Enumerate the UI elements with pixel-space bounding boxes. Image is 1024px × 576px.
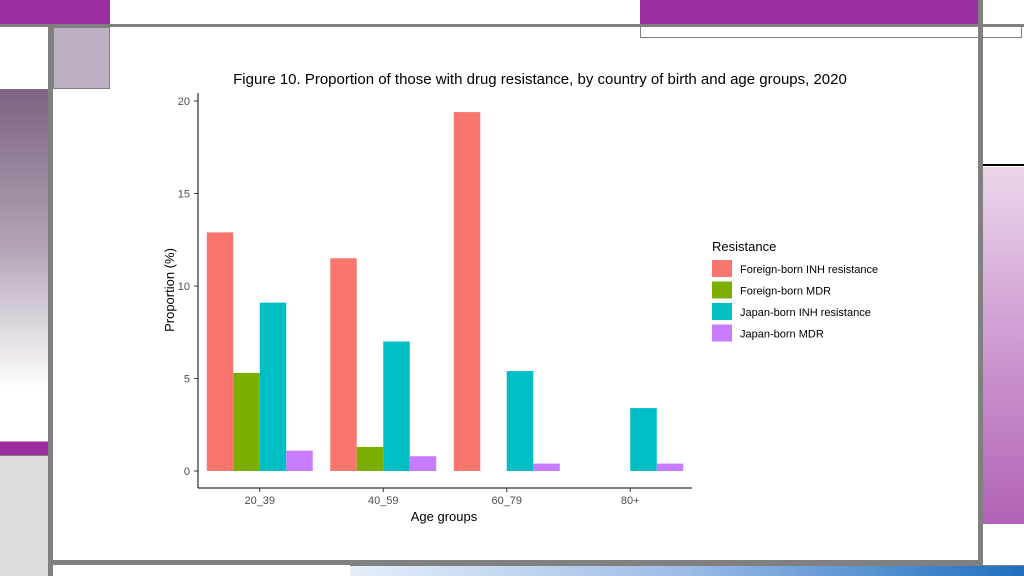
y-axis-title: Proportion (%) — [162, 248, 177, 332]
bar-japan-born-inh-resistance-80- — [630, 408, 657, 471]
left-purple-strip — [0, 441, 48, 455]
legend-swatch — [712, 303, 732, 320]
bar-japan-born-inh-resistance-40-59 — [383, 341, 410, 471]
legend: Resistance Foreign-born INH resistance Fo… — [712, 239, 878, 342]
legend-title: Resistance — [712, 239, 776, 254]
y-tick-label: 20 — [178, 96, 190, 108]
bars-group — [206, 112, 684, 471]
right-black-line — [983, 164, 1024, 166]
left-bottom-gray-panel — [0, 455, 48, 576]
legend-label: Japan-born MDR — [740, 329, 824, 341]
x-tick-label: 80+ — [621, 495, 640, 507]
left-frame-line — [48, 24, 53, 576]
bar-foreign-born-inh-resistance-40-59 — [330, 258, 357, 471]
y-tick-label: 0 — [184, 466, 190, 478]
y-tick-label: 5 — [184, 374, 190, 386]
top-frame-line — [0, 24, 1024, 27]
legend-label: Foreign-born MDR — [740, 286, 831, 298]
bar-japan-born-mdr-60-79 — [533, 463, 560, 471]
bottom-frame-line — [48, 560, 983, 565]
right-frame-line — [978, 0, 983, 576]
bar-japan-born-mdr-20-39 — [286, 450, 313, 471]
bar-japan-born-mdr-80- — [656, 463, 684, 471]
right-pink-gradient-panel — [983, 167, 1024, 524]
y-tick-label: 10 — [178, 281, 190, 293]
x-axis: 20_39 40_59 60_79 80+ — [198, 487, 692, 507]
x-tick-label: 40_59 — [368, 495, 399, 507]
mauve-square — [53, 27, 110, 89]
top-left-purple-bar — [0, 0, 110, 24]
y-axis: 0 5 10 15 20 — [178, 93, 199, 488]
bottom-blue-gradient-bar — [350, 565, 1024, 576]
top-right-purple-bar — [640, 0, 978, 24]
bar-foreign-born-inh-resistance-60-79 — [453, 112, 481, 471]
y-tick-label: 15 — [178, 189, 190, 201]
legend-swatch — [712, 281, 732, 299]
x-tick-label: 60_79 — [491, 495, 522, 507]
top-right-outline-box — [640, 24, 1022, 38]
bar-foreign-born-mdr-20-39 — [233, 372, 260, 471]
x-tick-label: 20_39 — [244, 495, 275, 507]
legend-label: Foreign-born INH resistance — [740, 264, 878, 276]
bar-foreign-born-mdr-40-59 — [356, 446, 384, 471]
bar-japan-born-inh-resistance-20-39 — [259, 302, 287, 471]
legend-swatch — [712, 324, 732, 342]
chart-title: Figure 10. Proportion of those with drug… — [233, 71, 847, 88]
bar-foreign-born-inh-resistance-20-39 — [206, 232, 234, 471]
x-axis-title: Age groups — [411, 509, 478, 524]
bar-japan-born-mdr-40-59 — [409, 456, 437, 471]
legend-label: Japan-born INH resistance — [740, 307, 871, 319]
bar-japan-born-inh-resistance-60-79 — [506, 371, 534, 471]
legend-swatch — [712, 260, 732, 277]
left-gradient-panel — [0, 89, 48, 441]
